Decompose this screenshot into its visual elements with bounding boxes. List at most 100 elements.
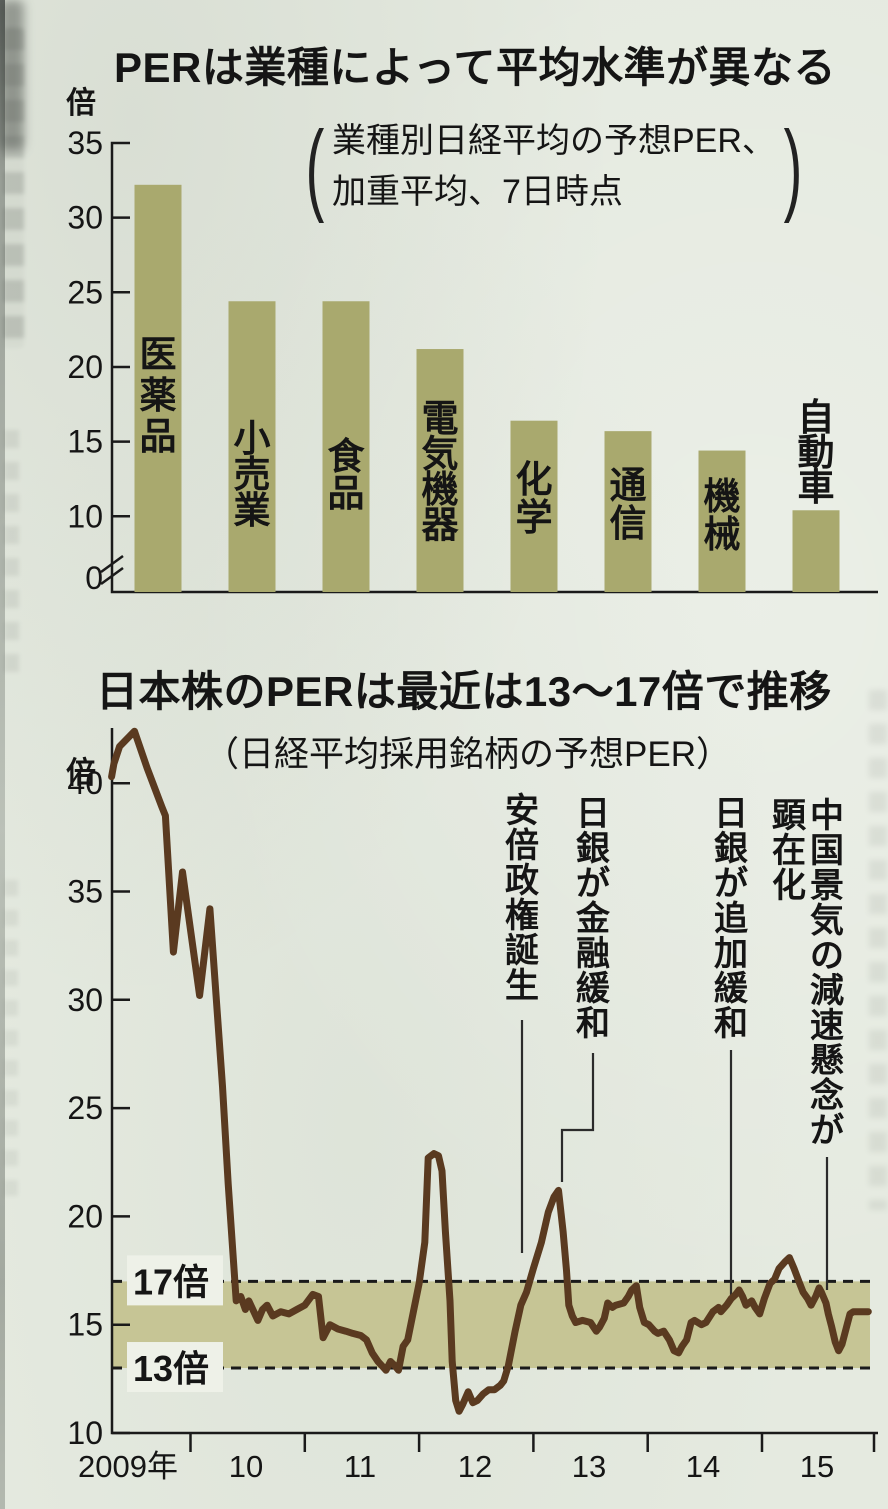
annotation-text: 日 [576, 795, 610, 833]
y-tick-label: 20 [67, 1198, 103, 1234]
annotation-text: 和 [576, 1005, 610, 1043]
y-tick-label: 35 [67, 125, 103, 161]
annotation-text: 和 [714, 1005, 748, 1043]
annotation-text: 中 [810, 797, 844, 835]
open-paren: ( [305, 110, 325, 224]
bar-label: 品 [140, 416, 177, 457]
annotation-text: 金 [575, 899, 611, 938]
bar-label: 機 [422, 469, 459, 510]
page-edge-ghost-text [869, 690, 887, 1210]
annotation-text: 権 [505, 897, 539, 935]
bar-小売業 [228, 301, 276, 592]
y-tick-label: 30 [67, 982, 103, 1018]
bar-label: 機 [704, 476, 741, 517]
x-tick-label: 11 [344, 1449, 376, 1484]
line-chart-title: 日本株のPERは最近は13～17倍で推移 [96, 668, 832, 715]
bar-chart-unit-label: 倍 [66, 87, 96, 120]
bar-label: 医 [140, 334, 177, 375]
annotation-text: 追 [714, 900, 748, 938]
bar-通信 [604, 431, 652, 592]
bar-label: 小 [234, 418, 271, 459]
bar-label: 業 [234, 490, 271, 531]
y-tick-label: 25 [67, 1090, 103, 1126]
bar-label: 器 [422, 505, 460, 546]
close-paren: ) [783, 110, 803, 224]
bar-label: 売 [234, 454, 271, 495]
y-tick-label: 40 [67, 765, 103, 801]
page-edge-artifact [0, 0, 24, 150]
bar-chart-subtitle-line1: 業種別日経平均の予想PER、 [331, 122, 776, 160]
page-edge-ghost-text [3, 28, 24, 348]
annotation-text: 銀 [576, 830, 610, 868]
bar-label: 電 [422, 398, 459, 439]
annotation-text: 安 [505, 792, 539, 830]
band-label-bg [127, 1255, 223, 1306]
x-tick-label: 10 [229, 1449, 263, 1484]
bar-医薬品 [134, 184, 182, 592]
y-tick-label: 30 [67, 200, 103, 236]
y-tick-label: 20 [67, 349, 103, 385]
annotation-text: 念 [810, 1076, 844, 1115]
annotation-text: が [714, 865, 748, 903]
y-tick-label: 10 [67, 498, 103, 534]
axis-break-mark [100, 566, 124, 586]
y-tick-label: 15 [67, 1307, 103, 1343]
annotation-text: 加 [714, 935, 748, 973]
page-left-edge [0, 0, 5, 1509]
line-chart-subtitle: （日経平均採用銘柄の予想PER） [204, 735, 731, 774]
bar-label: 化 [516, 459, 553, 500]
annotation-text: 緩 [714, 970, 749, 1008]
bar-label: 械 [704, 514, 741, 555]
annotation-text: が [576, 865, 610, 903]
annotation-text: 生 [505, 967, 539, 1005]
annotation-text: 誕 [505, 932, 539, 970]
bar-label: 食 [328, 435, 366, 477]
per-line-series [108, 727, 872, 1415]
per-band-13-17 [112, 1281, 870, 1369]
annotation-text: 日 [714, 795, 748, 833]
y-tick-label: 15 [67, 424, 103, 460]
page-edge-ghost-text [4, 430, 19, 680]
bar-label: 気 [422, 434, 459, 475]
bar-label: 車 [798, 467, 835, 508]
bar-機械 [698, 450, 746, 592]
annotation-text: が [810, 1112, 844, 1150]
bar-label: 信 [610, 503, 647, 544]
bar-label: 通 [610, 465, 647, 506]
bar-自動車 [792, 510, 840, 592]
annotation-text: 気 [810, 902, 844, 940]
annotation-text: 減 [810, 972, 844, 1010]
y-tick-label: 35 [67, 874, 103, 910]
x-tick-label: 12 [458, 1449, 492, 1484]
bar-化学 [510, 420, 558, 592]
y-tick-label: 0 [85, 560, 103, 596]
annotation-text: 懸 [810, 1042, 844, 1080]
annotation-text: 速 [810, 1007, 844, 1045]
annotation-text: 国 [810, 832, 844, 870]
bar-label: 品 [328, 473, 365, 514]
bar-食品 [322, 301, 370, 592]
annotation-text: 景 [810, 867, 844, 905]
bar-chart-title: PERは業種によって平均水準が異なる [114, 44, 836, 91]
annotation-text: 倍 [505, 827, 539, 865]
annotation-text: の [810, 937, 844, 975]
annotation-text: 政 [505, 862, 539, 900]
axis-break-mark [100, 554, 124, 574]
bar-label: 学 [516, 496, 553, 538]
annotation-text: 顕 [772, 797, 807, 835]
annotation-text: 融 [576, 935, 610, 973]
annotation-text: 緩 [576, 970, 611, 1008]
line-chart-unit-label: 倍 [66, 757, 96, 790]
y-tick-label: 10 [67, 1415, 103, 1451]
bar-label: 動 [798, 432, 835, 473]
band-label-bg [127, 1342, 223, 1393]
annotation-text: 在 [772, 832, 806, 870]
y-tick-label: 25 [67, 274, 103, 310]
annotation-text: 銀 [714, 830, 748, 868]
band-high-label: 17倍 [133, 1261, 209, 1302]
x-tick-label: 2009年 [78, 1449, 178, 1484]
x-tick-label: 14 [686, 1449, 720, 1484]
bar-label: 自 [798, 397, 835, 438]
